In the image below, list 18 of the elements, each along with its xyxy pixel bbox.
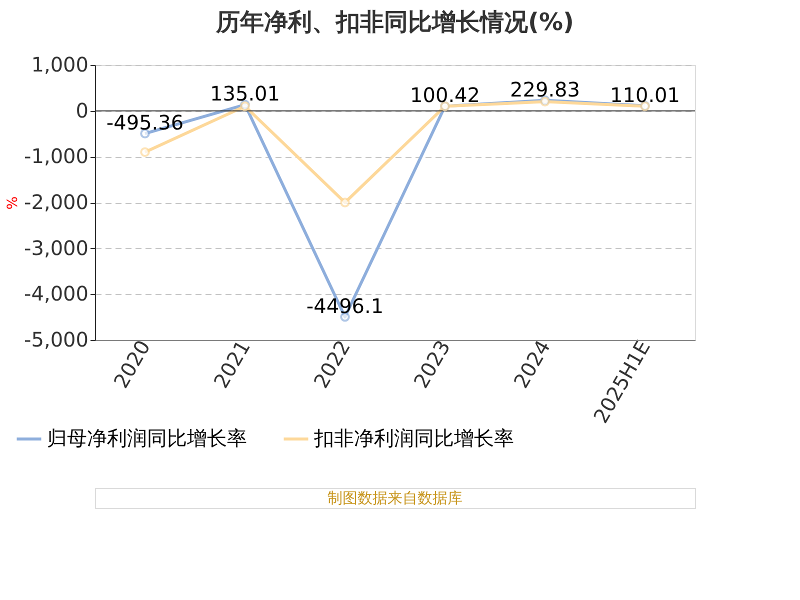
text: 制图数据来自数据库 [328,489,462,507]
legend-label: 扣非净利润同比增长率 [313,426,514,450]
data-label: 110.01 [610,82,680,107]
y-tick-label: -4,000 [24,282,88,306]
y-tick-label: 0 [76,98,88,122]
data-label: -495.36 [106,110,184,135]
y-tick-label: -1,000 [24,144,88,168]
data-label: 135.01 [210,82,280,106]
y-tick-label: -2,000 [24,190,88,214]
y-tick-label: -5,000 [24,328,88,352]
data-label: -4496.1 [306,294,384,318]
data-label: 100.42 [410,83,480,108]
y-tick-label: 1,000 [31,52,88,76]
y-axis-title: % [5,196,22,210]
data-label: 229.83 [510,77,580,102]
legend-label: 归母净利润同比增长率 [47,426,247,450]
y-tick-label: -3,000 [24,236,88,260]
chart-title: 历年净利、扣非同比增长情况(%) [215,8,574,36]
